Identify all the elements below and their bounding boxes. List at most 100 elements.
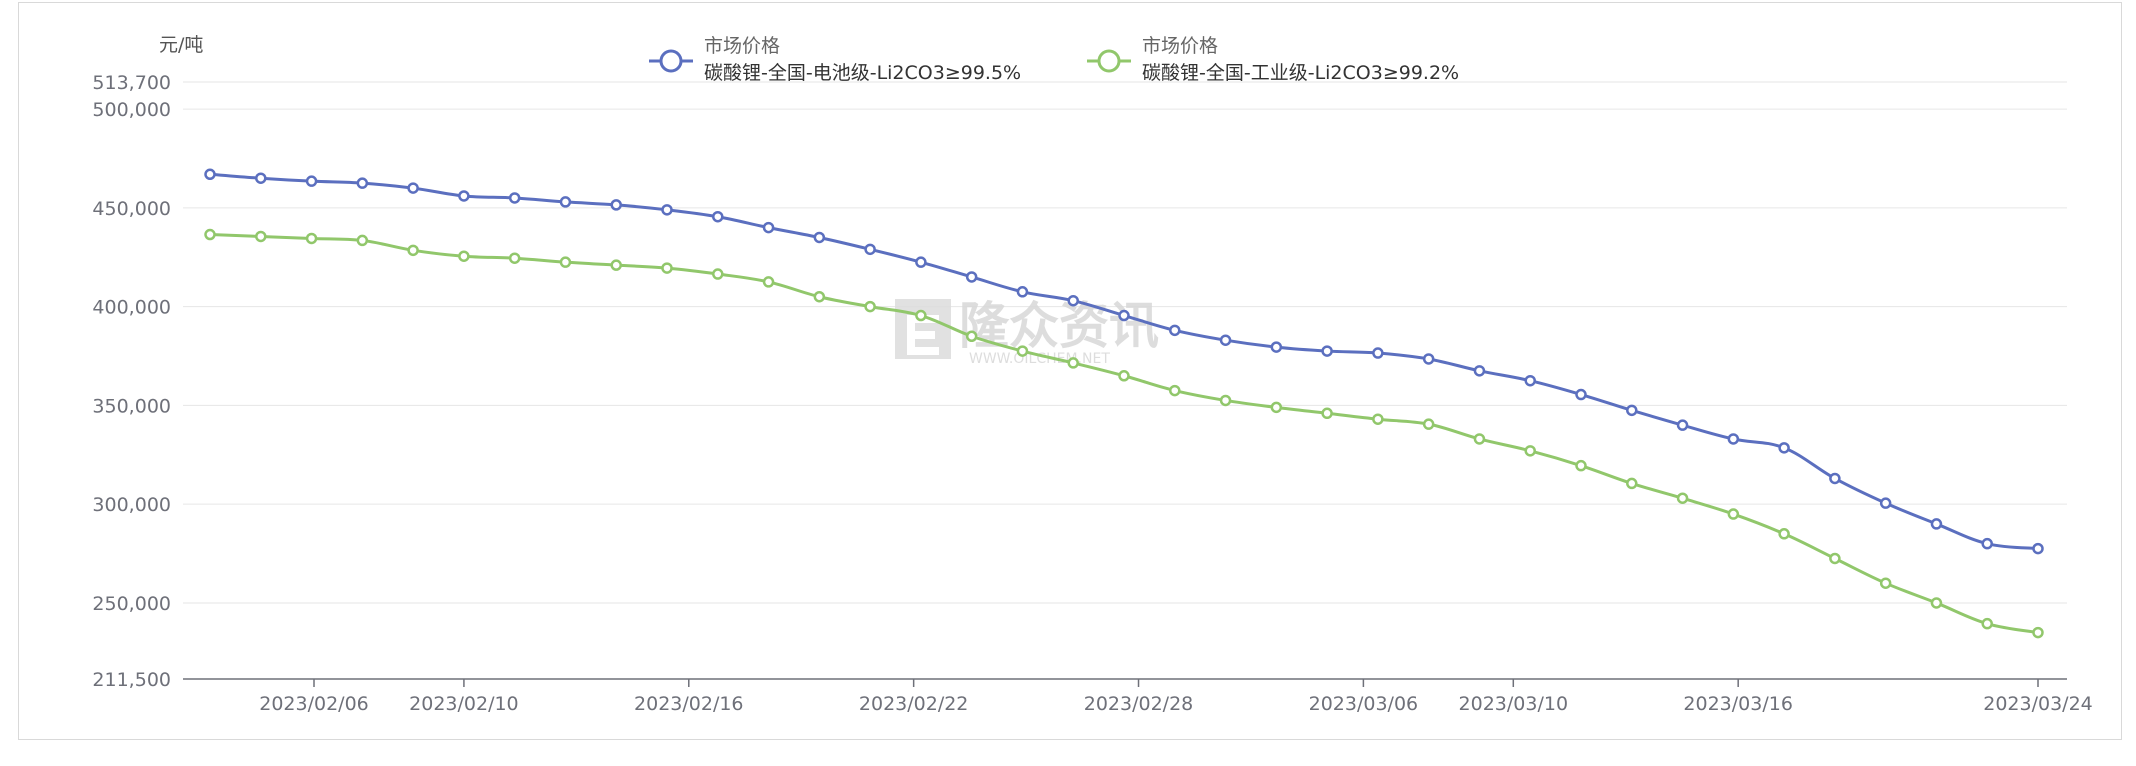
data-point [1067, 294, 1079, 307]
data-point [458, 250, 470, 262]
legend-marker-icon [1097, 49, 1121, 73]
data-point [1524, 374, 1536, 387]
data-point [2032, 542, 2044, 555]
data-point [356, 234, 369, 247]
data-point [305, 232, 318, 245]
data-point [1016, 286, 1029, 298]
series-line-1 [209, 172, 2039, 551]
data-point [407, 244, 419, 257]
watermark-name: 隆众资讯 [959, 297, 1159, 355]
data-point [559, 196, 572, 208]
data-point [1118, 370, 1130, 382]
data-point [864, 300, 876, 313]
legend-group-label: 市场价格 [704, 35, 780, 57]
data-point [661, 204, 673, 216]
data-point [1473, 433, 1486, 445]
y-axis-unit: 元/吨 [159, 34, 203, 56]
data-point [1372, 413, 1384, 425]
x-tick-label: 2023/03/24 [1983, 693, 2093, 715]
data-point [255, 172, 267, 184]
axes: 211,500 250,000 300,000 350,000 400,000 450,0… [92, 72, 2092, 715]
data-point [204, 228, 216, 241]
data-point [1778, 528, 1790, 540]
data-point [813, 290, 826, 303]
data-point [1422, 353, 1435, 365]
data-point [915, 256, 927, 268]
data-point [1016, 345, 1029, 357]
data-point [458, 190, 470, 202]
data-point [1575, 388, 1587, 401]
legend-group-label: 市场价格 [1142, 35, 1218, 57]
data-point [1067, 357, 1079, 369]
data-point [508, 192, 521, 204]
data-point [1829, 552, 1841, 565]
data-point [1981, 617, 1993, 630]
data-point [762, 276, 775, 288]
data-point [1727, 433, 1740, 445]
data-point [1270, 401, 1283, 414]
x-tick-label: 2023/03/10 [1459, 693, 1569, 715]
legend-marker-icon [659, 49, 683, 73]
data-point [559, 256, 572, 268]
data-point [1169, 384, 1181, 397]
data-point [407, 182, 419, 194]
data-point [1270, 341, 1283, 353]
data-point [1169, 324, 1181, 337]
data-point [712, 210, 724, 223]
chart-panel: 隆众资讯 WWW.OILCHEM.NET 211,500 250,000 300,0… [18, 2, 2122, 740]
series-layer [204, 168, 2044, 639]
y-tick-label: 513,700 [92, 72, 171, 94]
data-point [356, 177, 369, 189]
data-point [661, 262, 673, 274]
data-point [1879, 497, 1892, 509]
data-point [2032, 626, 2044, 639]
data-point [1727, 508, 1740, 520]
legend-series-label: 碳酸锂-全国-工业级-Li2CO3≥99.2% [1142, 62, 1459, 84]
data-point [1422, 418, 1435, 430]
y-tick-label: 450,000 [92, 198, 171, 220]
data-point [1829, 472, 1841, 485]
data-point [1321, 345, 1333, 357]
x-tick-label: 2023/03/06 [1309, 693, 1419, 715]
data-point [204, 168, 216, 181]
x-tick-label: 2023/02/16 [634, 693, 744, 715]
data-point [965, 330, 978, 342]
legend[interactable]: 市场价格碳酸锂-全国-电池级-Li2CO3≥99.5%市场价格碳酸锂-全国-工业… [649, 35, 1459, 84]
data-point [965, 271, 978, 283]
watermark-site: WWW.OILCHEM.NET [969, 351, 1110, 367]
data-point [1118, 309, 1130, 322]
data-point [1626, 477, 1638, 490]
data-point [305, 175, 318, 187]
data-point [1524, 445, 1536, 457]
data-point [712, 268, 724, 280]
x-tick-label: 2023/02/10 [409, 693, 519, 715]
data-point [508, 252, 521, 264]
data-point [610, 199, 622, 211]
y-tick-label: 400,000 [92, 297, 171, 319]
data-point [1321, 407, 1333, 420]
data-point [1219, 394, 1232, 407]
data-point [1219, 334, 1232, 346]
data-point [1676, 492, 1689, 504]
data-point [1879, 577, 1892, 589]
data-point [1372, 347, 1384, 359]
data-point [1473, 365, 1486, 377]
data-point [255, 230, 267, 243]
x-tick-label: 2023/02/22 [859, 693, 969, 715]
data-point [1930, 518, 1943, 530]
data-point [1575, 459, 1587, 472]
x-tick-label: 2023/03/16 [1683, 693, 1793, 715]
data-point [813, 231, 826, 244]
grid-lines [183, 81, 2067, 604]
line-chart: 隆众资讯 WWW.OILCHEM.NET 211,500 250,000 300,0… [92, 34, 2092, 715]
x-tick-label: 2023/02/06 [259, 693, 369, 715]
watermark-logo-mark [907, 315, 939, 355]
data-point [1626, 404, 1638, 417]
watermark: 隆众资讯 WWW.OILCHEM.NET [895, 297, 1159, 367]
x-tick-label: 2023/02/28 [1084, 693, 1194, 715]
data-point [1930, 597, 1943, 609]
data-point [864, 243, 876, 256]
data-point [1676, 419, 1689, 431]
